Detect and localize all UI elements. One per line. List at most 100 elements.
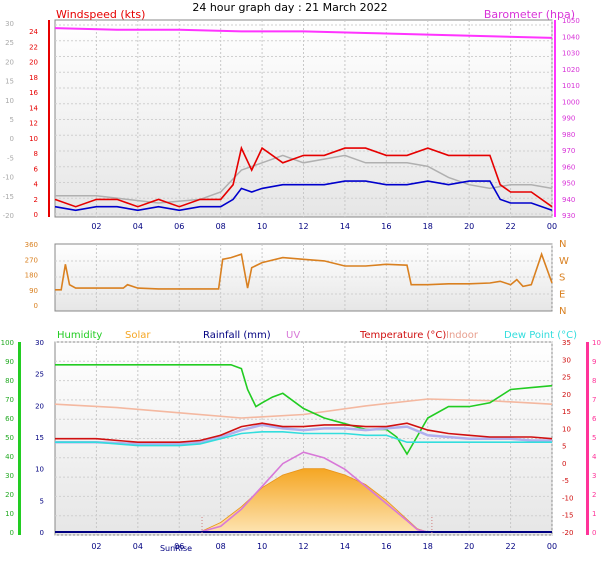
y-tick-label: 30	[5, 20, 14, 28]
y-tick-label: 2	[592, 491, 596, 499]
baro-series-line	[54, 27, 553, 39]
y-tick-label: 60	[5, 415, 14, 423]
x-tick-label: 12	[298, 542, 308, 551]
y-tick-label: 930	[562, 212, 575, 220]
y-tick-label: 30	[562, 356, 571, 364]
x-tick-label: 08	[216, 542, 226, 551]
y-tick-label: 30	[5, 472, 14, 480]
legend-solar: Solar	[125, 330, 151, 341]
x-tick-label: 08	[216, 222, 226, 231]
graph-title: 24 hour graph day : 21 March 2022	[192, 1, 387, 14]
x-tick-label: 06	[174, 222, 184, 231]
wind-series	[54, 27, 553, 212]
temperature-series-line	[55, 422, 553, 443]
y-tick-label: N	[559, 306, 566, 317]
wind-x-ticks: 02 04 06 08 10 12 14 16 18 20 22 00	[91, 222, 557, 231]
legend-dewpoint: Dew Point (°C)	[504, 330, 577, 341]
humidity-series-line	[55, 364, 553, 456]
x-tick-label: 00	[547, 542, 557, 551]
y-tick-label: 270	[25, 256, 38, 264]
indoor-series-line	[54, 398, 553, 419]
y-tick-label: 70	[5, 396, 14, 404]
climate-labels: Humidity Solar Rainfall (mm) UV Temperature …	[57, 330, 577, 341]
y-tick-label: 940	[562, 196, 575, 204]
y-tick-label: 50	[5, 434, 14, 442]
gust-series-line	[54, 180, 553, 212]
y-tick-label: 1010	[562, 82, 580, 90]
x-tick-label: 02	[91, 542, 101, 551]
humidity-axis-bar	[18, 342, 21, 535]
y-tick-label: 90	[29, 287, 38, 295]
x-tick-label: 10	[257, 222, 267, 231]
legend-temperature: Temperature (°C)	[359, 330, 446, 341]
y-tick-label: 20	[5, 58, 14, 66]
y-tick-label: 5	[10, 116, 14, 124]
x-tick-label: 02	[91, 222, 101, 231]
sunrise-label: SunRise	[160, 544, 192, 553]
y-tick-label: 20	[29, 59, 38, 67]
x-tick-label: 20	[464, 542, 474, 551]
y-tick-label: 0	[34, 302, 38, 310]
y-tick-label: 0	[10, 135, 14, 143]
climate-series	[54, 364, 553, 535]
y-tick-label: 8	[34, 150, 38, 158]
legend-uv: UV	[286, 330, 300, 341]
x-tick-label: 18	[423, 542, 433, 551]
y-tick-label: -15	[562, 512, 573, 520]
direction-series-line	[55, 251, 553, 291]
y-tick-label: N	[559, 239, 566, 250]
y-tick-label: 20	[562, 391, 571, 399]
climate-inner-ticks: 30 25 20 15 10 5 0	[35, 339, 44, 537]
y-tick-label: S	[559, 273, 565, 284]
y-tick-label: 8	[592, 377, 596, 385]
y-tick-label: 6	[34, 165, 39, 173]
climate-x-ticks: 02 04 06 08 10 12 14 16 18 20 22 00	[91, 542, 557, 551]
y-tick-label: E	[559, 289, 565, 300]
y-tick-label: 10	[35, 466, 44, 474]
y-tick-label: -5	[7, 154, 14, 162]
wind-faint-ticks: 30 25 20 15 10 5 0 -5 -10 -15 -20	[3, 20, 14, 220]
y-tick-label: W	[559, 256, 569, 267]
y-tick-label: 5	[40, 497, 44, 505]
x-tick-label: 14	[340, 222, 350, 231]
x-tick-label: 22	[505, 542, 515, 551]
y-tick-label: 10	[5, 97, 14, 105]
x-tick-label: 10	[257, 542, 267, 551]
wind_gray-series-line	[55, 154, 553, 204]
y-tick-label: 15	[562, 408, 571, 416]
y-tick-label: 0	[40, 529, 44, 537]
y-tick-label: 24	[29, 28, 38, 36]
y-tick-label: 10	[562, 425, 571, 433]
y-tick-label: 15	[5, 78, 14, 86]
x-tick-label: 16	[381, 542, 391, 551]
legend-rainfall: Rainfall (mm)	[203, 330, 271, 341]
legend-humidity: Humidity	[57, 330, 102, 341]
x-tick-label: 12	[298, 222, 308, 231]
y-tick-label: 20	[35, 402, 44, 410]
direction-left-ticks: 360 270 180 90 0	[25, 241, 38, 310]
y-tick-label: 5	[592, 434, 596, 442]
y-tick-label: 180	[25, 272, 38, 280]
y-tick-label: 970	[562, 147, 575, 155]
y-tick-label: 1000	[562, 98, 580, 106]
y-tick-label: 4	[34, 181, 39, 189]
y-tick-label: 35	[562, 339, 571, 347]
y-tick-label: 100	[1, 339, 14, 347]
y-tick-label: 980	[562, 131, 575, 139]
y-tick-label: 14	[29, 104, 38, 112]
y-tick-label: 12	[29, 120, 38, 128]
x-tick-label: 16	[381, 222, 391, 231]
uv-series-line	[199, 451, 428, 533]
x-tick-label: 06	[174, 542, 184, 551]
y-tick-label: 25	[5, 39, 14, 47]
windspeed-label: Windspeed (kts)	[56, 8, 145, 21]
y-tick-label: 990	[562, 115, 575, 123]
y-tick-label: 25	[35, 371, 44, 379]
y-tick-label: 10	[29, 135, 38, 143]
y-tick-label: 10	[5, 510, 14, 518]
y-tick-label: -15	[3, 193, 14, 201]
y-tick-label: 2	[34, 196, 38, 204]
